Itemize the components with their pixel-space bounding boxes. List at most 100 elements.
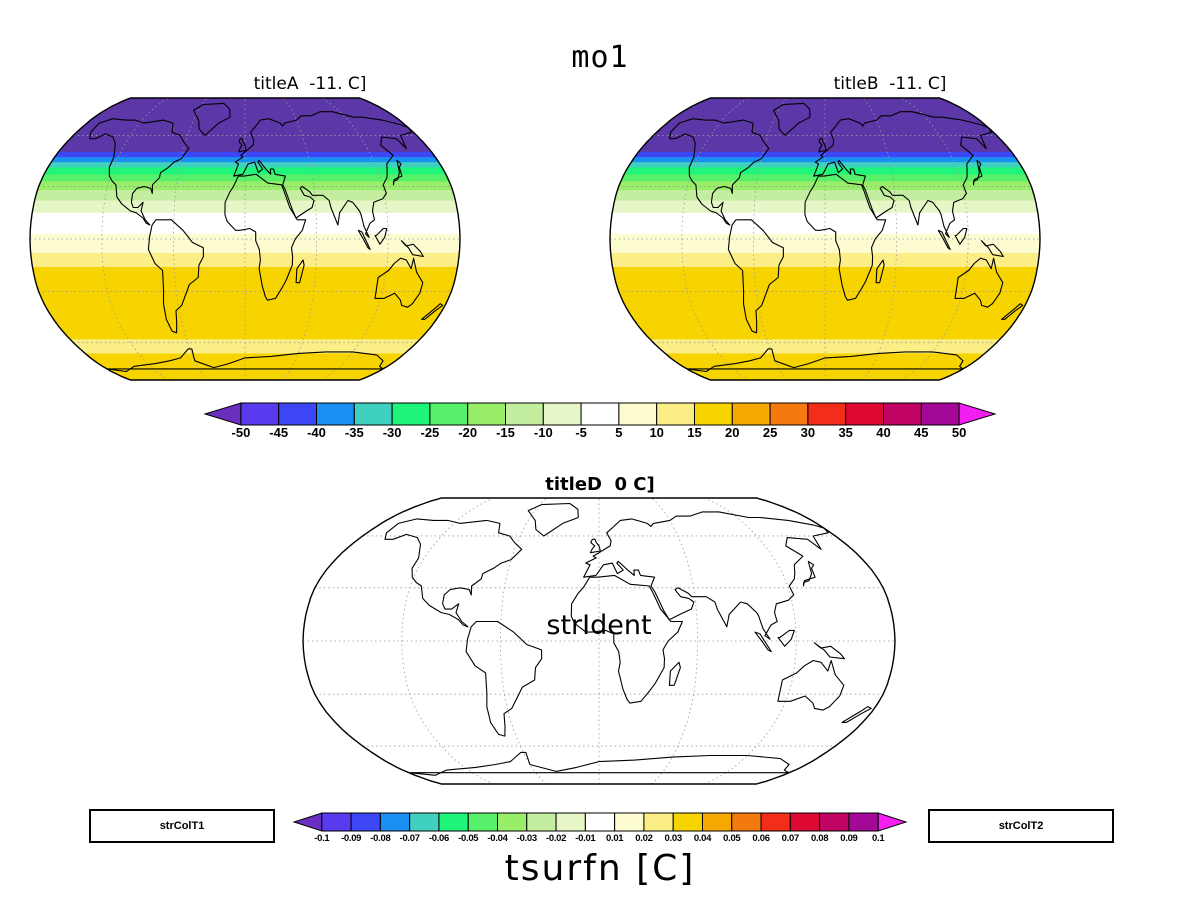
temperature-band [30, 190, 460, 202]
coastline [818, 138, 827, 153]
coastline [777, 659, 845, 711]
colorbar-tick-label: 50 [951, 425, 967, 440]
colorbar-cell [497, 812, 528, 832]
coastline [374, 227, 388, 245]
colorbar-cell [614, 812, 645, 832]
coastlines [384, 502, 872, 776]
temperature-band [610, 162, 1040, 168]
coastline [804, 173, 887, 301]
temperature-band [30, 174, 460, 182]
colorbar-tick-label: 20 [725, 425, 740, 440]
colorbar-cell [656, 402, 695, 426]
colorbar-left-arrow [292, 812, 323, 832]
colorbar-tick-label: 0.03 [664, 833, 683, 844]
colorbar-tick-label: 15 [687, 425, 702, 440]
temperature-band [610, 212, 1040, 235]
colorbar-cell [409, 812, 440, 832]
temperature-band [610, 252, 1040, 268]
colorbar-tick-label: 45 [914, 425, 929, 440]
coastline [527, 502, 579, 537]
coastline [89, 118, 190, 226]
colorbar-tick-label: -25 [420, 425, 440, 440]
colorbar-tick-label: -10 [533, 425, 553, 440]
coastline [106, 348, 384, 373]
map-panel-d [302, 497, 896, 785]
colorbar-tick-label: 0.07 [781, 833, 800, 844]
colorbar-tick-label: -45 [269, 425, 289, 440]
colorbar-cell [643, 812, 674, 832]
coastline [972, 159, 983, 186]
map-panel-b [609, 97, 1041, 381]
temperature-band [610, 190, 1040, 202]
colorbar-cell [379, 812, 411, 832]
colorbar-tick-label: -40 [307, 425, 326, 440]
coastline [813, 642, 846, 660]
colorbar-cell [845, 402, 884, 426]
colorbar-cell [769, 402, 809, 426]
graticule [610, 98, 1040, 380]
colorbar-tick-label: 0.02 [635, 833, 653, 844]
coastline [980, 240, 1004, 258]
colorbar-cell [672, 812, 703, 832]
colorbar-tick-label: -30 [382, 425, 402, 440]
colorbar-bottom-labels: -0.1 -0.09 -0.08 -0.07 -0.06 -0.05 -0.04 -0.03-… [0, 833, 1200, 847]
coastline [937, 229, 951, 251]
colorbar-tick-label: -0.1 [314, 833, 330, 844]
variable-label: tsurfn [C] [504, 848, 696, 889]
colorbar-top [203, 402, 997, 426]
colorbar-tick-label: 0.06 [752, 833, 770, 844]
temperature-band [610, 174, 1040, 182]
colorbar-cell [693, 402, 733, 426]
colorbar-tick-label: -0.08 [370, 833, 391, 844]
coastline [802, 560, 816, 587]
coastline [841, 706, 872, 723]
colorbar-tick-label: -5 [575, 425, 587, 440]
coastline [570, 574, 683, 704]
colorbar-cell [316, 402, 355, 426]
colorbar-tick-label: -20 [458, 425, 478, 440]
strcolt2-box: strColT2 [928, 809, 1114, 843]
colorbar-cell [701, 812, 733, 832]
colorbar-bottom [292, 812, 908, 832]
colorbar-tick-label: -0.01 [575, 833, 596, 844]
colorbar-cell [920, 402, 960, 426]
map-panel-a [29, 97, 461, 381]
colorbar-cell [467, 812, 499, 832]
colorbar-cell [505, 402, 544, 426]
panel-a-title: titleA -11. C] [253, 74, 367, 94]
coastline [875, 259, 885, 284]
colorbar-tick-label: 30 [800, 425, 816, 440]
colorbar-tick-label: 5 [615, 425, 623, 440]
coastline [727, 219, 784, 334]
coastline [224, 173, 307, 301]
colorbar-cell [819, 812, 850, 832]
colorbar-tick-label: 35 [838, 425, 853, 440]
strcolt1-box: strColT1 [89, 809, 275, 843]
colorbar-cell [848, 812, 879, 832]
temperature-band [30, 252, 460, 268]
colorbar-cell [240, 402, 280, 426]
coastlines [89, 102, 444, 373]
coastline [668, 661, 681, 686]
coastline [374, 257, 424, 308]
colorbar-tick-label: -35 [344, 425, 364, 440]
colorbar-tick-label: 0.08 [810, 833, 829, 844]
colorbar-tick-label: -0.09 [341, 833, 362, 844]
coastline [754, 631, 772, 653]
map-outline [302, 497, 896, 785]
colorbar-cell [882, 402, 922, 426]
colorbar-cell [278, 402, 318, 426]
coastline [773, 102, 811, 136]
colorbar-tick-label: 10 [649, 425, 664, 440]
colorbar-tick-label: 40 [876, 425, 891, 440]
colorbar-cell [391, 402, 431, 426]
colorbar-right-arrow [958, 402, 997, 426]
colorbar-tick-label: -0.03 [516, 833, 537, 844]
colorbar-cell [555, 812, 586, 832]
coastline [1001, 303, 1024, 320]
coastline [813, 111, 993, 238]
colorbar-tick-label: -0.04 [487, 833, 508, 844]
coastline [400, 240, 424, 258]
coastline [193, 102, 231, 136]
colorbar-cell [321, 812, 352, 832]
